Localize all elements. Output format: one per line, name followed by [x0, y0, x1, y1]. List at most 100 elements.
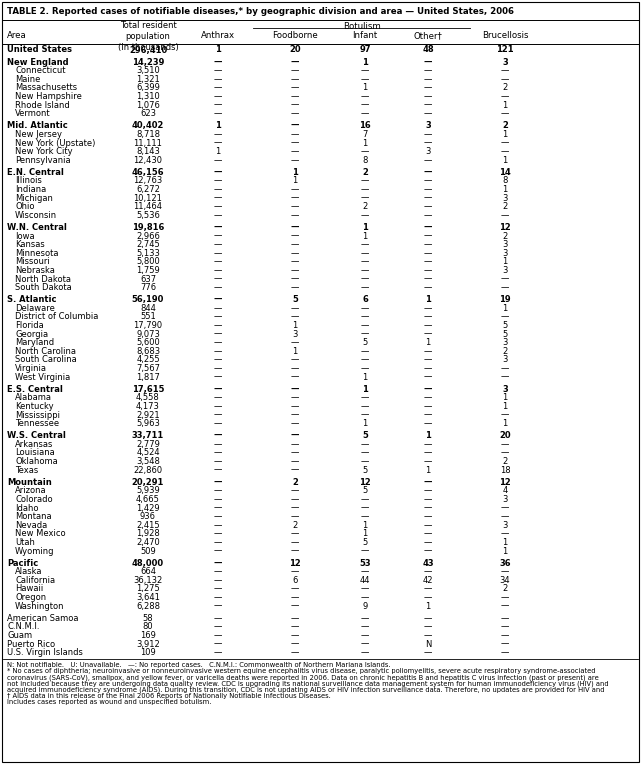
Text: —: —: [424, 156, 432, 165]
Text: —: —: [214, 495, 222, 504]
Text: —: —: [361, 393, 369, 403]
Text: —: —: [291, 283, 299, 292]
Text: 121: 121: [496, 46, 514, 54]
Text: —: —: [501, 512, 509, 521]
Text: 2: 2: [503, 83, 508, 92]
Text: Oregon: Oregon: [15, 593, 46, 602]
Text: Area: Area: [7, 31, 27, 40]
Text: —: —: [424, 66, 432, 75]
Text: —: —: [424, 138, 432, 147]
Text: —: —: [424, 57, 432, 66]
Text: —: —: [424, 347, 432, 356]
Text: —: —: [291, 402, 299, 411]
Text: —: —: [291, 304, 299, 312]
Text: —: —: [214, 329, 222, 338]
Text: 1: 1: [292, 321, 297, 330]
Text: 8,143: 8,143: [136, 147, 160, 156]
Text: —: —: [361, 410, 369, 419]
Text: —: —: [214, 631, 222, 640]
Text: —: —: [214, 312, 222, 322]
Text: 2,470: 2,470: [136, 538, 160, 547]
Text: 6,288: 6,288: [136, 601, 160, 610]
Text: 5,963: 5,963: [136, 419, 160, 428]
Text: —: —: [291, 75, 299, 84]
Text: —: —: [214, 593, 222, 602]
Text: 3: 3: [426, 147, 431, 156]
Text: Foodborne: Foodborne: [272, 31, 318, 40]
Text: —: —: [361, 495, 369, 504]
Text: —: —: [214, 176, 222, 186]
Text: Botulism: Botulism: [343, 22, 380, 31]
Text: 10,121: 10,121: [133, 193, 162, 202]
Text: 6,272: 6,272: [136, 185, 160, 194]
Text: 1: 1: [503, 546, 508, 555]
Text: —: —: [291, 193, 299, 202]
Text: —: —: [213, 431, 222, 440]
Text: 5: 5: [503, 329, 508, 338]
Text: —: —: [214, 648, 222, 657]
Text: 1: 1: [362, 83, 368, 92]
Text: Montana: Montana: [15, 512, 52, 521]
Text: U.S. Virgin Islands: U.S. Virgin Islands: [7, 648, 83, 657]
Text: —: —: [291, 529, 299, 539]
Text: —: —: [291, 364, 299, 373]
Text: —: —: [424, 648, 432, 657]
Text: 44: 44: [360, 576, 370, 584]
Text: 2: 2: [503, 231, 508, 241]
Text: —: —: [214, 193, 222, 202]
Text: Maryland: Maryland: [15, 338, 54, 347]
Text: 1,321: 1,321: [136, 75, 160, 84]
Text: —: —: [291, 639, 299, 649]
Text: —: —: [424, 168, 432, 176]
Text: W.N. Central: W.N. Central: [7, 223, 67, 232]
Text: —: —: [214, 249, 222, 257]
Text: 9,073: 9,073: [136, 329, 160, 338]
Text: —: —: [214, 503, 222, 513]
Text: —: —: [361, 147, 369, 156]
Text: —: —: [291, 266, 299, 275]
Text: 12: 12: [499, 478, 511, 487]
Text: —: —: [361, 185, 369, 194]
Text: 3: 3: [425, 121, 431, 131]
Text: —: —: [214, 338, 222, 347]
Text: —: —: [424, 402, 432, 411]
Text: 1: 1: [362, 57, 368, 66]
Text: Brucellosis: Brucellosis: [482, 31, 528, 40]
Text: 34: 34: [500, 576, 510, 584]
Text: —: —: [291, 623, 299, 631]
Text: —: —: [501, 529, 509, 539]
Text: South Carolina: South Carolina: [15, 355, 77, 364]
Text: —: —: [424, 329, 432, 338]
Text: —: —: [361, 92, 369, 101]
Text: —: —: [214, 138, 222, 147]
Text: Hawaii: Hawaii: [15, 584, 43, 594]
Text: —: —: [424, 312, 432, 322]
Text: 2: 2: [502, 121, 508, 131]
Text: —: —: [213, 57, 222, 66]
Text: —: —: [291, 448, 299, 458]
Text: —: —: [361, 283, 369, 292]
Text: —: —: [291, 185, 299, 194]
Text: South Dakota: South Dakota: [15, 283, 72, 292]
Text: 1: 1: [425, 295, 431, 304]
Text: —: —: [214, 521, 222, 529]
Text: —: —: [291, 601, 299, 610]
Text: —: —: [291, 257, 299, 267]
Text: —: —: [361, 304, 369, 312]
Text: —: —: [424, 529, 432, 539]
Text: —: —: [291, 92, 299, 101]
Text: 5: 5: [362, 538, 368, 547]
Text: —: —: [291, 130, 299, 139]
Text: —: —: [214, 283, 222, 292]
Text: —: —: [361, 440, 369, 448]
Text: 48,000: 48,000: [132, 558, 164, 568]
Text: —: —: [214, 419, 222, 428]
Text: —: —: [424, 364, 432, 373]
Text: —: —: [361, 274, 369, 283]
Text: 12,763: 12,763: [133, 176, 163, 186]
Text: 6: 6: [362, 295, 368, 304]
Text: 1: 1: [503, 393, 508, 403]
Text: 3: 3: [292, 329, 297, 338]
Text: —: —: [214, 185, 222, 194]
Text: —: —: [214, 274, 222, 283]
